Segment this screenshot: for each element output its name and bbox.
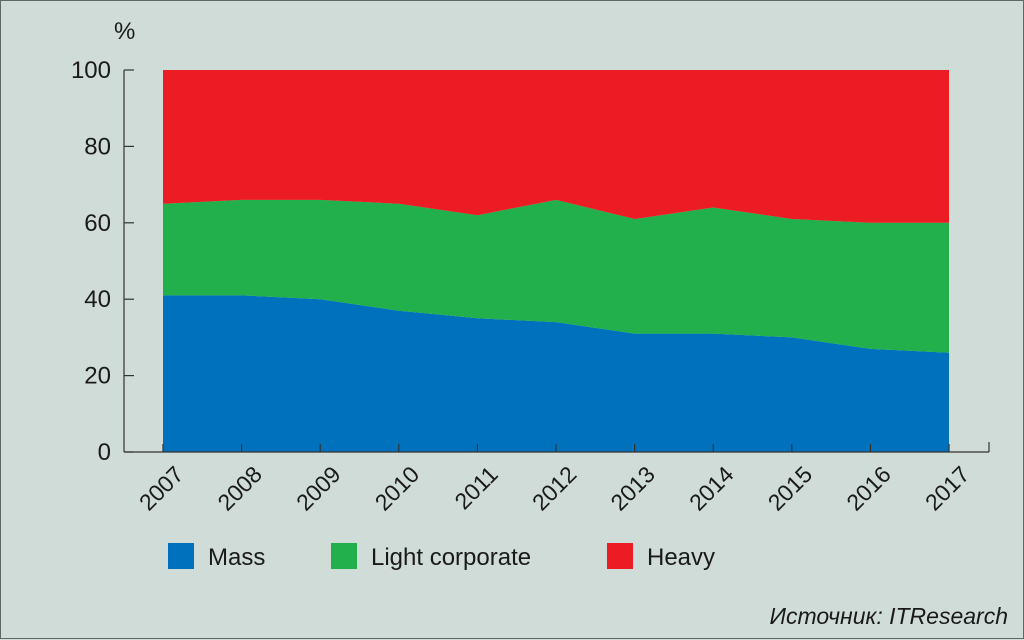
x-tick-label: 2011: [449, 461, 502, 514]
legend-swatch: [607, 543, 633, 569]
y-tick-label: 80: [84, 133, 111, 160]
x-tick-label: 2015: [763, 461, 818, 516]
y-tick-label: 100: [71, 57, 111, 84]
legend-item-heavy: Heavy: [607, 543, 715, 571]
x-tick-label: 2007: [134, 461, 189, 516]
legend-label: Mass: [208, 544, 265, 571]
x-tick-label: 2012: [527, 461, 582, 516]
series-areas: [163, 70, 949, 452]
area-mass: [163, 295, 949, 452]
y-tick-label: 60: [84, 210, 111, 237]
y-axis-ticks: 0 20 40 60 80 100: [71, 57, 134, 466]
legend-item-light-corporate: Light corporate: [331, 543, 531, 571]
x-tick-label: 2010: [370, 461, 425, 516]
legend-label: Heavy: [647, 544, 715, 571]
legend-swatch: [331, 543, 357, 569]
area-heavy: [163, 70, 949, 223]
x-tick-label: 2009: [291, 461, 346, 516]
x-tick-label: 2016: [841, 461, 896, 516]
x-tick-label: 2013: [605, 461, 660, 516]
legend-label: Light corporate: [371, 544, 531, 571]
source-note: Источник: ITResearch: [770, 603, 1008, 629]
y-axis-label: %: [114, 18, 135, 45]
x-tick-label: 2014: [684, 461, 739, 516]
legend-item-mass: Mass: [168, 543, 265, 571]
y-tick-label: 40: [84, 286, 111, 313]
y-tick-label: 0: [98, 439, 111, 466]
x-tick-label: 2008: [212, 461, 267, 516]
x-tick-label: 2017: [920, 461, 975, 516]
legend-swatch: [168, 543, 194, 569]
area-light-corporate: [163, 199, 949, 353]
y-tick-label: 20: [84, 363, 111, 390]
x-axis-ticks: 2007 2008 2009 2010 2011 2012 2013 2014 2015 2016…: [134, 444, 975, 516]
legend: Mass Light corporate Heavy: [168, 543, 715, 571]
